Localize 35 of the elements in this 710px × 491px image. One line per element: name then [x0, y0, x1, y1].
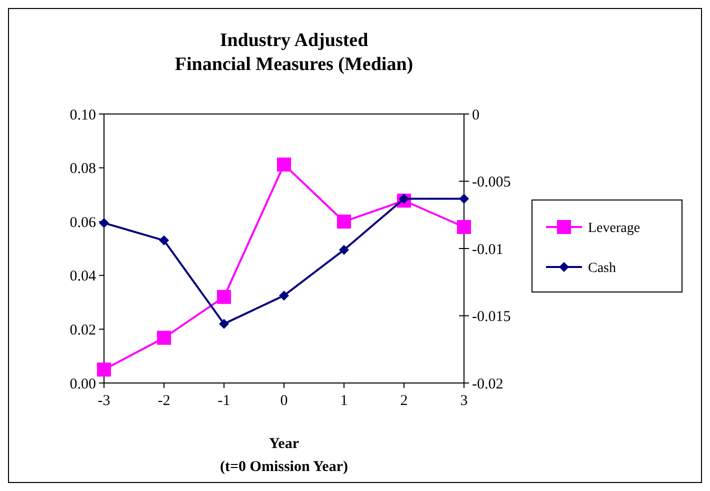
x-tick-label: 3 [460, 393, 468, 409]
point [339, 244, 349, 255]
legend-label: Leverage [588, 220, 640, 236]
y-tick-label: 0.00 [70, 376, 96, 392]
chart-title: Industry Adjusted Financial Measures (Median) [174, 30, 414, 75]
point [97, 362, 111, 377]
x-tick-label: 0 [280, 393, 288, 409]
text: (t=0 Omission Year) [220, 459, 348, 475]
x-axis-title: Year [269, 436, 300, 452]
legend-label: Cash [588, 260, 616, 276]
point [159, 235, 169, 246]
y-tick-label: 0.02 [70, 322, 96, 338]
y-tick-label: 0.06 [70, 214, 96, 231]
y2-tick-label: 0 [472, 107, 480, 124]
point [217, 290, 231, 304]
point [277, 158, 291, 172]
x-tick-label: 1 [340, 393, 348, 409]
y-tick-label: 0.04 [70, 268, 96, 285]
y-tick-label: 0.10 [70, 107, 96, 124]
point [459, 194, 469, 204]
point [337, 214, 351, 229]
x-tick-label: 2 [400, 393, 408, 409]
y2-tick-label: -0.005 [472, 174, 511, 190]
point [457, 220, 471, 234]
y-tick-label: 0.08 [70, 161, 96, 178]
y2-tick-label: -0.015 [472, 309, 511, 325]
y2-tick-label: -0.01 [472, 242, 504, 258]
point [219, 318, 229, 329]
point [279, 290, 289, 301]
x-tick-label: -2 [158, 393, 170, 409]
x-tick-label: -3 [98, 393, 110, 409]
x-tick-label: -1 [218, 393, 230, 409]
y2-tick-label: -0.02 [472, 376, 504, 392]
point [99, 218, 109, 228]
point [157, 330, 171, 345]
